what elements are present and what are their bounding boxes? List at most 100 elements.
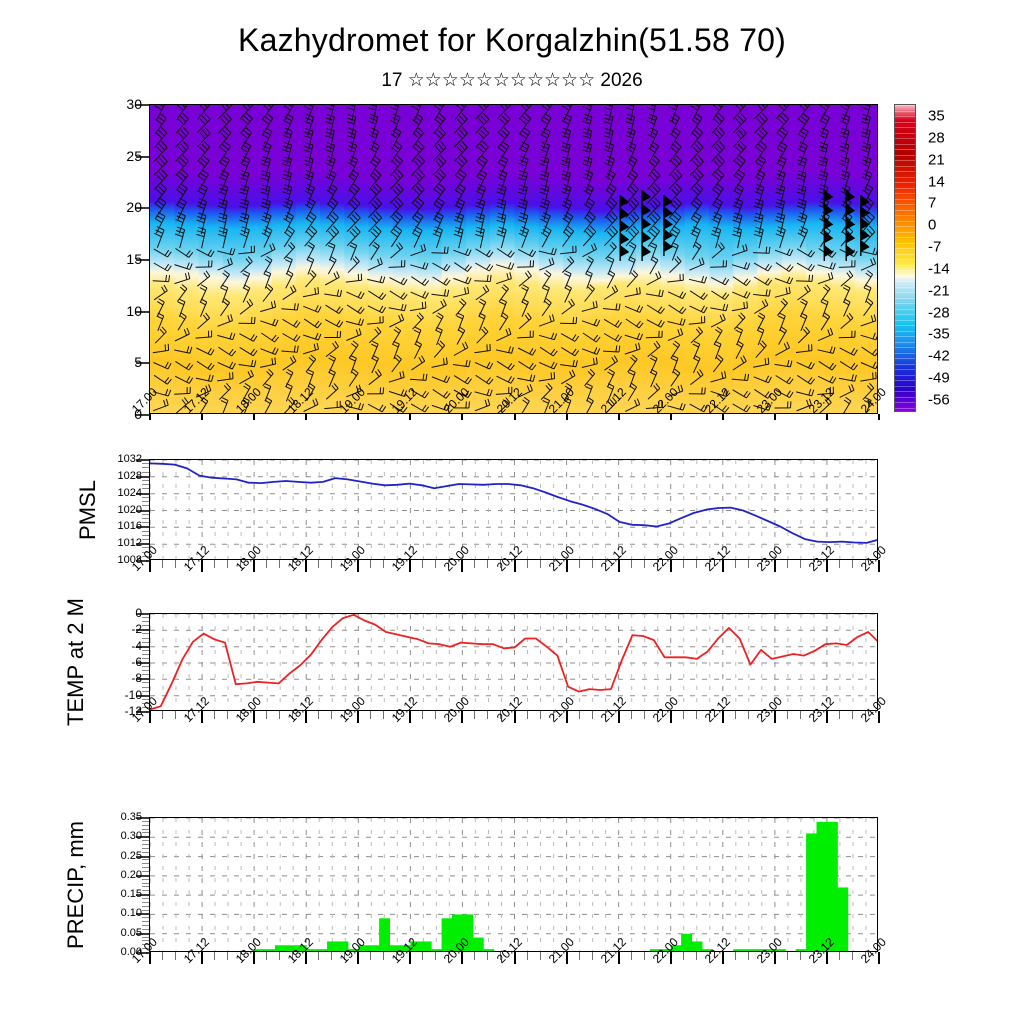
x-tick-major [826,711,828,723]
x-tick-minor [592,711,593,719]
y-tick-major [136,678,149,680]
y-tick-minor [142,488,149,489]
x-tick-minor [383,560,384,568]
y-tick-major [136,362,149,364]
x-tick-major [878,414,880,420]
y-tick-minor [142,948,149,949]
y-tick-label: -4 [131,639,142,653]
x-tick-minor [162,711,163,719]
x-tick-major [618,711,620,723]
x-tick-major [253,414,255,420]
x-tick-minor [240,952,241,960]
y-tick-minor [142,556,149,557]
x-tick-minor [865,560,866,568]
x-tick-minor [800,952,801,960]
colorbar-tick-label: -28 [928,304,950,322]
x-tick-major [461,560,463,572]
x-tick-major [149,952,151,964]
y-tick-label: 1016 [117,520,142,532]
x-tick-minor [487,711,488,719]
temp-plot [149,613,878,711]
y-tick-minor [142,463,149,464]
y-tick-label: 1012 [117,537,142,549]
colorbar-tick-label: -49 [928,369,950,387]
x-tick-minor [435,952,436,960]
x-tick-minor [592,952,593,960]
x-tick-major [409,711,411,723]
x-tick-major [774,560,776,572]
y-tick-major [136,156,149,158]
x-tick-minor [631,952,632,960]
y-tick-label: 15 [126,251,142,267]
x-tick-minor [292,560,293,568]
x-tick-minor [540,711,541,719]
x-tick-minor [631,560,632,568]
x-tick-major [878,952,880,964]
x-tick-minor [748,560,749,568]
x-tick-minor [527,952,528,960]
x-tick-minor [839,952,840,960]
y-tick-minor [142,658,149,659]
y-tick-major [136,414,149,416]
x-tick-major [357,560,359,572]
x-tick-minor [175,711,176,719]
y-tick-minor [142,832,149,833]
x-tick-minor [487,952,488,960]
x-tick-major [618,952,620,964]
y-tick-major [136,493,149,495]
x-tick-major [253,952,255,964]
x-tick-minor [318,952,319,960]
precip-plot [149,817,878,952]
temp-axis-label: TEMP at 2 M [63,598,88,726]
x-tick-major [201,560,203,572]
x-tick-minor [839,711,840,719]
temperature-colorbar [894,104,916,412]
y-tick-minor [142,944,149,945]
y-tick-label: 20 [126,199,142,215]
colorbar-tick-label: -21 [928,282,950,300]
y-tick-major [136,510,149,512]
x-tick-major [774,711,776,723]
x-tick-major [618,414,620,420]
y-tick-label: 0.10 [120,907,142,919]
x-tick-minor [422,711,423,719]
x-tick-major [722,414,724,420]
y-tick-major [136,207,149,209]
y-tick-label: 0.35 [120,811,142,823]
x-tick-minor [448,952,449,960]
y-tick-minor [142,902,149,903]
y-tick-major [136,311,149,313]
y-tick-minor [142,539,149,540]
x-tick-minor [696,952,697,960]
x-tick-minor [331,952,332,960]
x-tick-major [566,414,568,420]
x-tick-minor [266,711,267,719]
y-tick-minor [142,666,149,667]
y-tick-major [136,543,149,545]
x-tick-major [305,711,307,723]
colorbar-tick-label: -7 [928,238,942,256]
y-tick-minor [142,707,149,708]
y-tick-minor [142,703,149,704]
x-tick-minor [318,711,319,719]
x-tick-minor [175,952,176,960]
y-tick-minor [142,484,149,485]
x-tick-major [149,560,151,572]
x-tick-minor [579,952,580,960]
x-tick-major [514,952,516,964]
y-tick-major [136,695,149,697]
x-tick-major [149,711,151,723]
y-tick-minor [142,650,149,651]
x-tick-minor [188,711,189,719]
y-tick-minor [142,687,149,688]
pmsl-plot [149,459,878,560]
x-tick-minor [474,952,475,960]
x-tick-major [253,711,255,723]
x-tick-minor [605,560,606,568]
x-tick-minor [683,560,684,568]
x-tick-major [722,711,724,723]
x-tick-major [566,711,568,723]
x-tick-minor [800,711,801,719]
x-tick-major [878,560,880,572]
